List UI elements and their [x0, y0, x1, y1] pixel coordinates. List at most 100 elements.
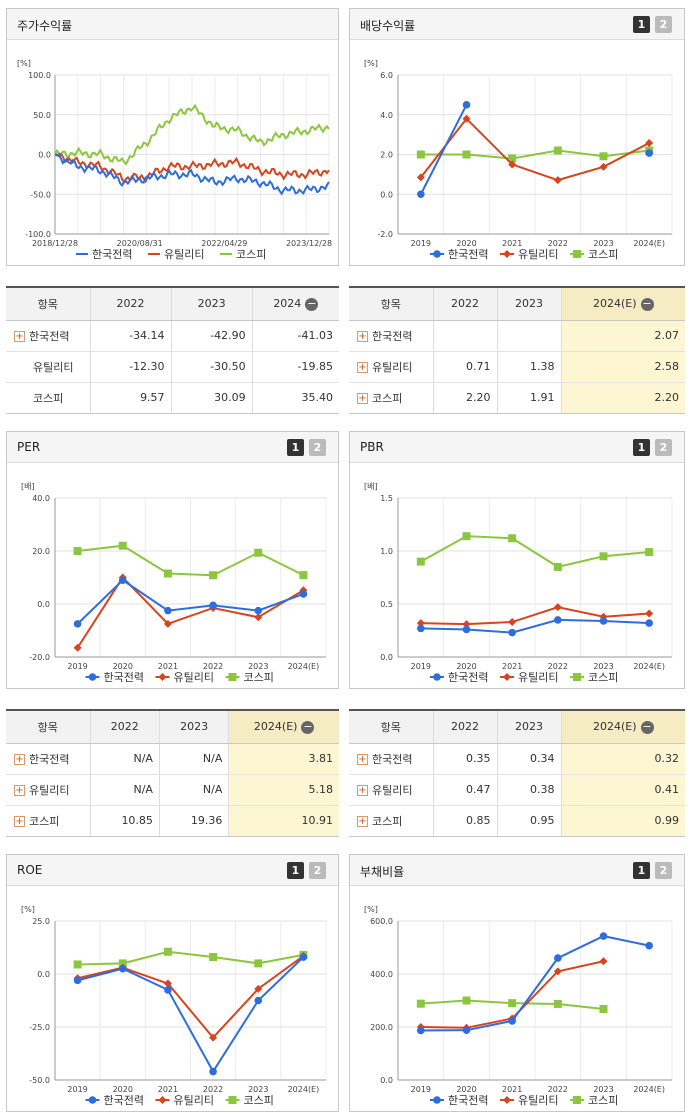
data-point	[163, 619, 172, 628]
data-point	[645, 941, 653, 950]
table-row: + 유틸리티 N/A N/A 5.18	[6, 774, 339, 806]
series-line	[76, 575, 304, 649]
per-header: PER 1 2	[7, 432, 338, 463]
cell: N/A	[158, 743, 229, 775]
data-point	[228, 673, 237, 681]
expand-icon[interactable]: +	[14, 816, 25, 828]
data-point	[553, 603, 562, 612]
data-point	[73, 960, 82, 969]
expand-icon[interactable]: +	[357, 816, 368, 828]
data-point	[417, 190, 425, 199]
data-point	[508, 618, 517, 627]
data-point	[503, 250, 511, 258]
table-row: + 한국전력 2.07	[349, 320, 685, 352]
data-point	[462, 532, 471, 541]
expand-icon[interactable]: +	[357, 362, 368, 373]
cell: -19.85	[251, 351, 339, 383]
x-tick-label: 2022	[548, 239, 568, 248]
x-tick-label: 2022	[548, 662, 568, 671]
expand-icon[interactable]: +	[14, 754, 25, 765]
data-point	[88, 673, 97, 681]
data-point	[573, 673, 581, 681]
series-line	[420, 606, 650, 626]
x-tick-label: 2023/12/28	[286, 239, 332, 248]
row-name: 코스피	[372, 814, 403, 828]
series-ut	[416, 114, 654, 185]
cell: 2.07	[560, 320, 685, 352]
col-2022: 2022	[432, 288, 497, 321]
series-line	[420, 618, 650, 634]
x-tick-label: 2024(E)	[633, 239, 665, 248]
page-2-button[interactable]: 2	[655, 439, 672, 456]
legend-item-ks: 코스피	[225, 671, 274, 684]
expand-icon[interactable]: +	[14, 785, 25, 796]
expand-icon[interactable]: +	[14, 331, 25, 342]
x-tick-label: 2020	[113, 1085, 133, 1094]
y-tick-label: 200.0	[370, 1023, 393, 1032]
cell: 10.85	[89, 805, 160, 836]
legend-label: 유틸리티	[174, 1094, 214, 1107]
y-tick-label: 100.0	[28, 71, 51, 80]
expand-icon[interactable]: +	[357, 754, 368, 765]
page-1-button[interactable]: 1	[633, 862, 650, 879]
legend-label: 한국전력	[448, 671, 488, 684]
data-point	[508, 160, 517, 169]
legend-label: 코스피	[244, 1094, 274, 1107]
table-row: 유틸리티 -12.30 -30.50 -19.85	[6, 351, 339, 383]
x-tick-label: 2022	[203, 1085, 223, 1094]
page-1-button[interactable]: 1	[287, 862, 304, 879]
page-2-button[interactable]: 2	[309, 862, 326, 879]
collapse-icon[interactable]: −	[305, 296, 319, 311]
page-2-button[interactable]: 2	[655, 862, 672, 879]
row-name-cell: 코스피	[6, 382, 90, 413]
cell: -34.14	[89, 320, 172, 352]
expand-icon[interactable]: +	[357, 331, 368, 342]
row-name: 한국전력	[29, 329, 70, 343]
col-2024-label: 2024	[273, 297, 302, 310]
y-tick-label: 20.0	[32, 547, 50, 556]
y-tick-label: 400.0	[370, 970, 393, 979]
collapse-icon[interactable]: −	[640, 296, 654, 311]
legend-item-ut: 유틸리티	[148, 248, 204, 261]
y-tick-label: -50.0	[30, 190, 51, 199]
data-point	[645, 619, 653, 627]
data-point	[73, 547, 82, 555]
x-tick-label: 2019	[411, 239, 431, 248]
page-2-button[interactable]: 2	[655, 16, 672, 33]
collapse-icon[interactable]: −	[301, 719, 315, 734]
cell: N/A	[89, 774, 160, 806]
row-name-cell: + 한국전력	[6, 743, 90, 775]
data-point	[599, 932, 608, 940]
legend-label: 코스피	[244, 671, 274, 684]
row-name-cell: 유틸리티	[6, 351, 90, 383]
data-point	[73, 976, 82, 985]
unit-label: [배]	[21, 482, 35, 491]
cell: N/A	[158, 774, 229, 806]
col-2022: 2022	[432, 711, 497, 744]
x-tick-label: 2020	[456, 1085, 476, 1094]
page-1-button[interactable]: 1	[287, 439, 304, 456]
y-tick-label: -20.0	[29, 653, 50, 662]
page-2-button[interactable]: 2	[309, 439, 326, 456]
dividend-table: 항목 2022 2023 2024(E) − + 한국전력 2.07 + 유틸리티 0…	[349, 286, 685, 414]
legend-item-ut: 유틸리티	[155, 1094, 214, 1107]
dividend-title: 배당수익률	[360, 19, 416, 33]
expand-icon[interactable]: +	[357, 393, 368, 405]
data-point	[553, 146, 562, 155]
y-tick-label: -100.0	[25, 230, 51, 239]
page-1-button[interactable]: 1	[633, 16, 650, 33]
legend-label: 유틸리티	[518, 248, 558, 261]
expand-icon[interactable]: +	[357, 785, 368, 796]
col-2024e-label: 2024(E)	[592, 297, 637, 310]
collapse-icon[interactable]: −	[640, 719, 654, 734]
x-tick-label: 2022	[548, 1085, 568, 1094]
data-point	[462, 150, 471, 159]
legend-item-ut: 유틸리티	[500, 671, 558, 684]
col-2024: 2024−	[251, 288, 339, 321]
page-1-button[interactable]: 1	[633, 439, 650, 456]
unit-label: [%]	[364, 59, 378, 68]
data-point	[462, 1026, 471, 1034]
data-point	[254, 996, 263, 1005]
series-line-co	[54, 152, 330, 196]
cell: 0.38	[496, 774, 561, 806]
